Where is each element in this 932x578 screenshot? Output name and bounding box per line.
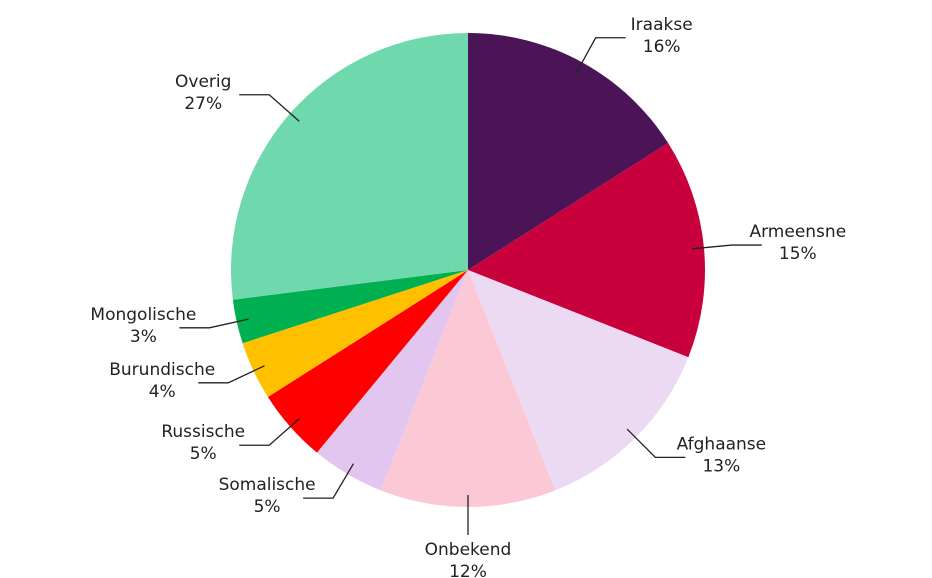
leader-line: [626, 428, 686, 459]
pie-slice: [267, 270, 468, 453]
pie-slice: [468, 143, 705, 358]
slice-value-label: 15%: [779, 244, 817, 264]
pie-slice: [468, 33, 669, 270]
slice-label: Afghaanse: [677, 434, 767, 454]
pie-slice: [242, 270, 468, 397]
slice-value-label: 12%: [449, 562, 487, 578]
leader-line: [198, 365, 265, 384]
slice-value-label: 4%: [149, 382, 176, 402]
pie-slice: [232, 270, 468, 344]
slice-label: Onbekend: [425, 540, 512, 560]
slice-label: Armeensne: [749, 222, 846, 242]
pie-slice: [231, 33, 468, 300]
slice-value-label: 16%: [643, 37, 681, 57]
slice-value-label: 13%: [702, 456, 740, 476]
slice-value-label: 3%: [130, 327, 157, 347]
leader-line: [239, 418, 300, 446]
leader-line: [691, 244, 762, 250]
slice-value-label: 5%: [190, 444, 217, 464]
leader-line: [239, 94, 300, 122]
slice-value-label: 27%: [184, 94, 222, 114]
pie-slice: [316, 270, 468, 491]
slice-label: Mongolische: [90, 305, 196, 325]
slice-label: Iraakse: [631, 15, 693, 35]
leader-line: [179, 318, 249, 329]
slice-label: Overig: [175, 72, 231, 92]
slice-label: Somalische: [219, 475, 316, 495]
leader-line: [575, 37, 626, 74]
leader-line: [303, 463, 355, 499]
slice-value-label: 5%: [254, 497, 281, 517]
slice-label: Burundische: [109, 360, 215, 380]
slice-label: Russische: [161, 422, 245, 442]
pie-slice: [380, 270, 556, 507]
